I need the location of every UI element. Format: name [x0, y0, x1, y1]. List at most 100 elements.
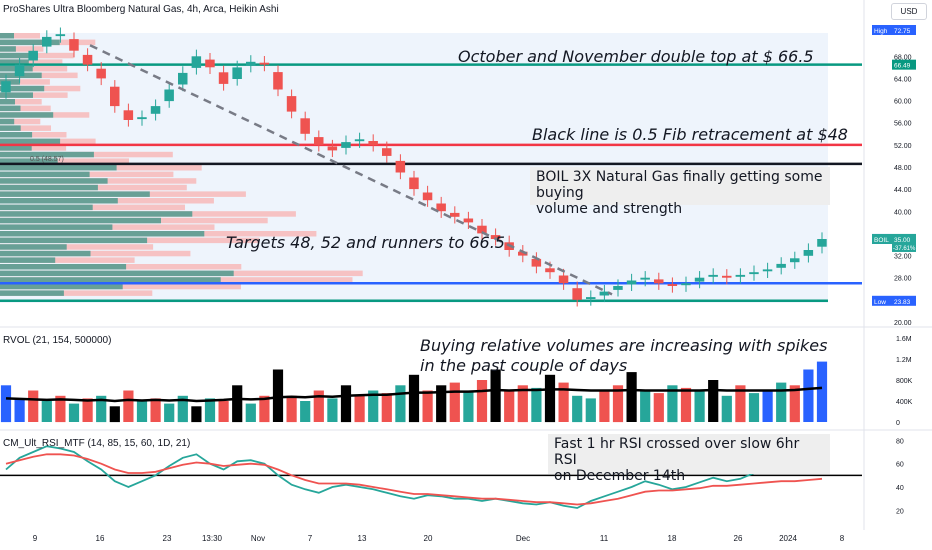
price-badge: BOIL 35.00 -37.61%	[872, 233, 916, 252]
rvol-bar	[422, 390, 433, 422]
rvol-tick: 1.2M	[896, 357, 912, 364]
rvol-bar	[272, 369, 284, 422]
volume-profile-buy	[0, 105, 21, 112]
candle	[1, 81, 11, 93]
rvol-bar	[640, 390, 651, 422]
candle	[450, 212, 460, 217]
volume-profile-buy	[0, 145, 32, 151]
rvol-bar	[490, 369, 501, 422]
x-axis-label: 18	[668, 534, 677, 543]
volume-profile-sell	[0, 145, 67, 151]
volume-profile-sell	[0, 244, 154, 250]
price-badge-value-bg	[892, 25, 916, 35]
volume-profile-buy	[0, 224, 113, 230]
candle	[776, 263, 786, 268]
candle	[123, 110, 134, 120]
candle	[531, 258, 542, 267]
candle	[735, 274, 746, 277]
candle	[762, 269, 773, 272]
price-tick: 44.00	[894, 187, 912, 194]
candle	[82, 54, 93, 65]
rvol-bar	[585, 398, 596, 422]
price-tick: 20.00	[894, 320, 912, 327]
volume-profile-buy	[0, 290, 64, 296]
candle	[790, 258, 800, 263]
annotation-boil: BOIL 3X Natural Gas finally getting some…	[530, 167, 830, 217]
rvol-bar	[395, 385, 406, 423]
annotation-double-top: October and November double top at $ 66.…	[458, 47, 814, 66]
rsi-series-fast	[5, 445, 823, 509]
price-badge-value-bg	[892, 59, 916, 70]
rvol-bar	[41, 401, 52, 422]
volume-profile-sell	[0, 132, 67, 138]
fib-label: 0.5 (48.57)	[30, 156, 64, 163]
x-axis-label: 7	[308, 534, 313, 543]
candle	[368, 141, 378, 145]
volume-profile-buy	[0, 171, 90, 178]
rvol-tick: 400K	[896, 399, 913, 406]
rvol-tick: 0	[896, 420, 900, 427]
rvol-bar	[327, 398, 338, 422]
candle	[232, 67, 242, 79]
volume-profile-sell	[0, 66, 68, 72]
volume-profile-buy	[0, 92, 33, 98]
rvol-bar	[14, 398, 25, 422]
annotation-rsi: Fast 1 hr RSI crossed over slow 6hr RSI …	[548, 434, 830, 484]
rvol-bar	[408, 374, 420, 423]
rvol-bar	[694, 390, 705, 422]
rvol-bar	[136, 401, 148, 422]
rvol-bar	[123, 390, 134, 422]
price-badge-label: High	[874, 28, 888, 35]
candle	[463, 218, 474, 223]
price-tick: 64.00	[894, 76, 912, 83]
candle	[613, 286, 623, 290]
rsi-label[interactable]: CM_Ult_RSI_MTF (14, 85, 15, 60, 1D, 21)	[3, 438, 191, 449]
volume-profile-sell	[0, 92, 68, 98]
price-tick: 28.00	[894, 276, 912, 283]
candle	[708, 274, 718, 277]
rvol-bar	[340, 385, 352, 423]
rvol-bar	[517, 385, 528, 423]
candle	[599, 291, 610, 296]
rvol-bar	[150, 398, 161, 422]
volume-profile-sell	[0, 125, 51, 131]
candle	[409, 177, 419, 190]
x-axis-label: 23	[163, 534, 172, 543]
rvol-bar	[748, 393, 760, 422]
volume-profile-sell	[0, 158, 129, 164]
volume-profile-buy	[0, 59, 29, 65]
volume-profile-buy	[0, 264, 127, 270]
volume-profile-sell	[0, 46, 44, 52]
rvol-bar	[599, 390, 610, 422]
candle	[96, 68, 106, 79]
rvol-bar	[300, 401, 311, 422]
candle	[218, 72, 229, 84]
currency-button[interactable]: USD	[891, 3, 927, 20]
volume-profile-sell	[0, 250, 191, 257]
candle	[354, 139, 365, 142]
price-tick: 32.00	[894, 254, 912, 261]
price-badge: High 72.75	[872, 25, 916, 35]
volume-profile-buy	[0, 118, 15, 125]
rvol-bar	[82, 398, 93, 422]
rvol-bar	[28, 390, 39, 422]
candle	[667, 284, 678, 286]
rvol-bar	[708, 380, 719, 422]
candle	[586, 297, 596, 299]
rvol-bar	[368, 390, 379, 422]
volume-profile-buy	[0, 204, 93, 211]
price-badge-value: 66.49	[894, 63, 911, 70]
annotation-rvol-line2: in the past couple of days	[420, 356, 628, 375]
candle	[314, 137, 324, 145]
volume-profile-buy	[0, 270, 234, 277]
rvol-bar	[762, 390, 773, 422]
price-badge-change: -37.61%	[893, 246, 916, 252]
volume-profile-buy	[0, 191, 150, 197]
price-tick: 52.00	[894, 143, 912, 150]
volume-profile-buy	[0, 283, 123, 290]
rvol-label[interactable]: RVOL (21, 154, 500000)	[3, 335, 112, 346]
price-badge-value: 35.00	[894, 237, 911, 244]
candle	[246, 61, 256, 66]
price-badge-label: BOIL	[874, 237, 889, 244]
